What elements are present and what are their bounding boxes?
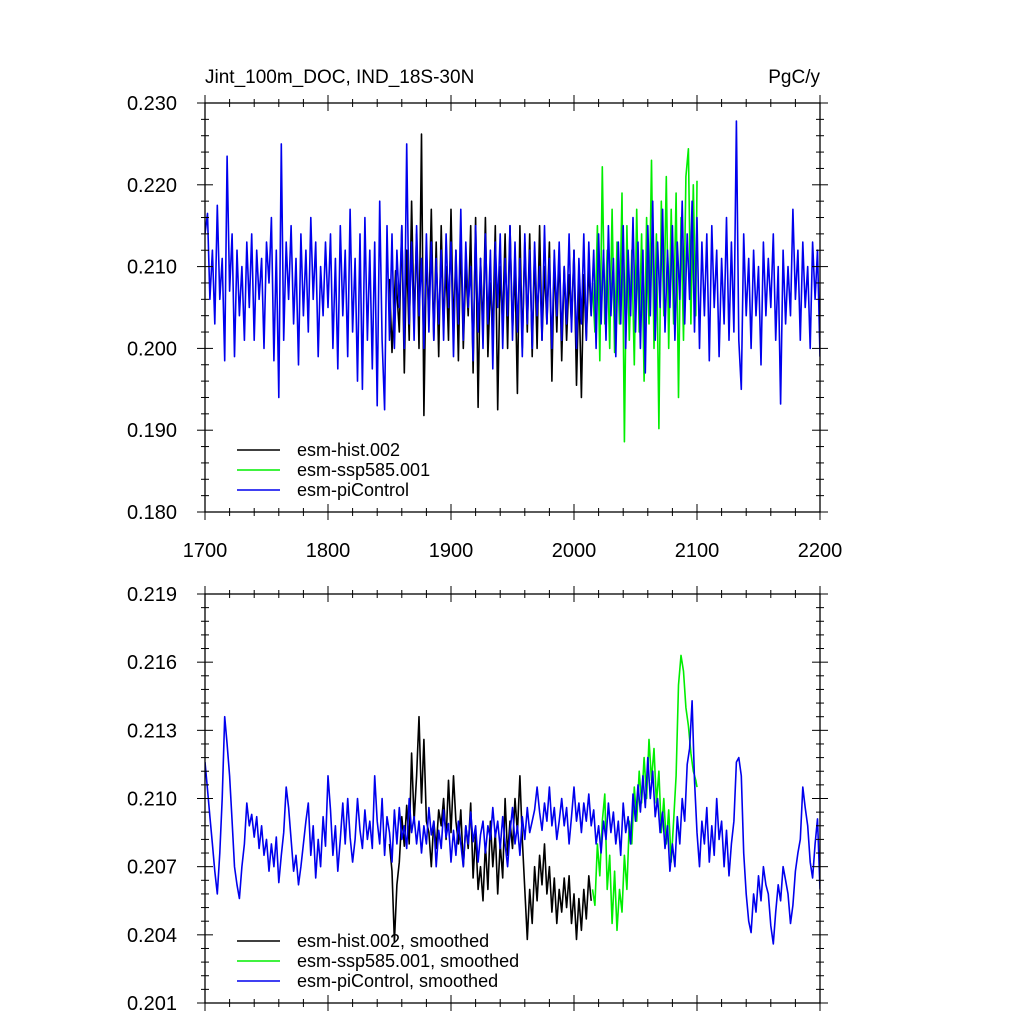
series-line-2 [205,120,820,411]
series-line-1 [591,148,698,443]
series-line-1 [591,654,698,932]
plot-frame [204,102,821,513]
y-tick-label: 0.200 [127,338,177,360]
x-tick-label: 1700 [183,540,228,562]
y-tick-label: 0.213 [127,720,177,742]
y-tick-label: 0.230 [127,93,177,115]
bottom-panel: 0.201 0.204 0.207 0.210 0.213 0.216 0.219 esm-h… [127,584,828,1015]
y-tick-label: 0.204 [127,925,177,947]
x-tick-label: 2100 [675,540,720,562]
legend-label: esm-hist.002, smoothed [297,931,489,951]
x-tick-label: 1800 [306,540,351,562]
y-tick-label: 0.216 [127,652,177,674]
legend-label: esm-piControl [297,480,409,500]
y-tick-label: 0.190 [127,420,177,442]
series-line-2 [205,700,820,945]
chart-title-left: Jint_100m_DOC, IND_18S-30N [205,67,474,88]
x-tick-label: 1900 [429,540,474,562]
y-tick-label: 0.219 [127,584,177,606]
y-tick-label: 0.180 [127,502,177,524]
y-tick-label: 0.220 [127,175,177,197]
y-tick-label: 0.210 [127,257,177,279]
legend-label: esm-ssp585.001, smoothed [297,951,519,971]
y-tick-label: 0.207 [127,857,177,879]
y-tick-label: 0.210 [127,789,177,811]
legend-label: esm-ssp585.001 [297,460,430,480]
top-panel: 0.180 0.190 0.200 0.210 0.220 0.230 1700 1800 19… [127,67,842,562]
series-line-0 [388,715,592,943]
legend-label: esm-hist.002 [297,440,400,460]
x-tick-label: 2000 [552,540,597,562]
chart-units-label: PgC/y [768,67,820,88]
y-tick-label: 0.201 [127,993,177,1015]
legend-label: esm-piControl, smoothed [297,971,498,991]
x-tick-label: 2200 [798,540,843,562]
